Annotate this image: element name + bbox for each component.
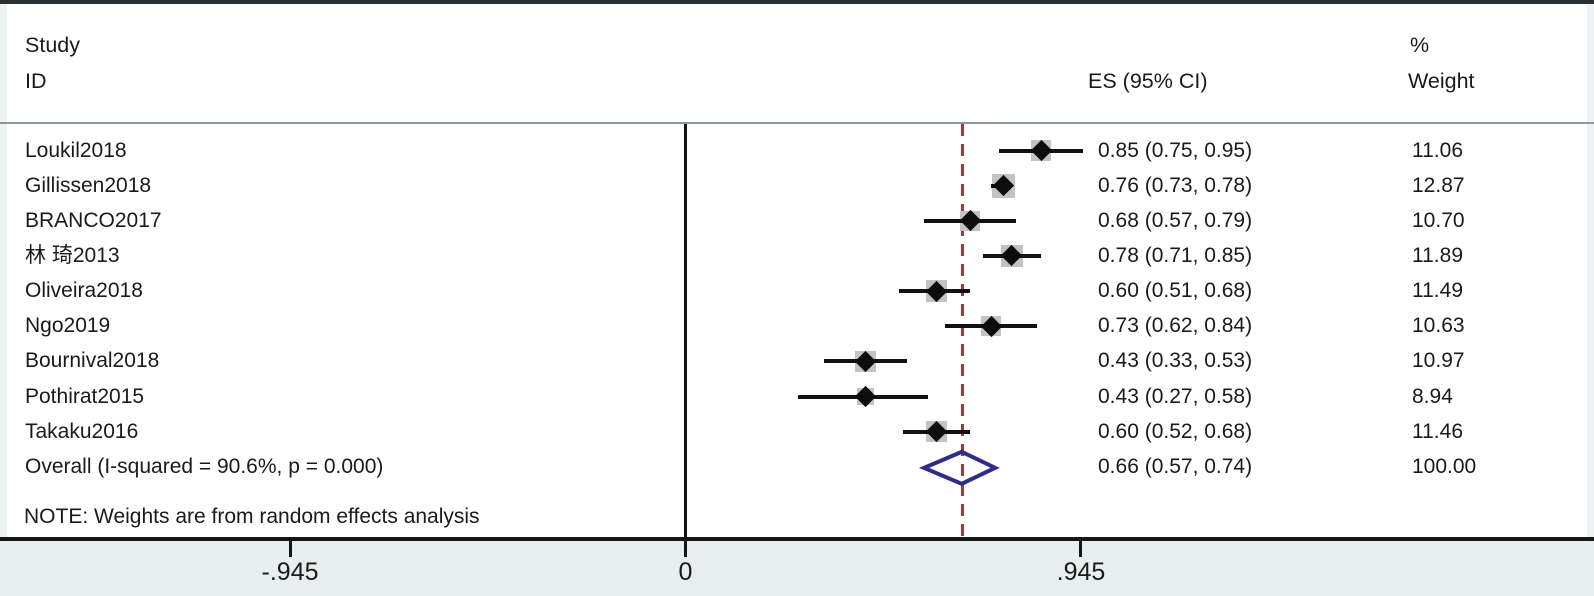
- study-id-label: BRANCO2017: [25, 208, 162, 232]
- study-id-label: Takaku2016: [25, 419, 139, 443]
- study-id-label: Loukil2018: [25, 138, 127, 162]
- overall-es-value: 0.66 (0.57, 0.74): [1098, 454, 1253, 478]
- weight-value: 8.94: [1412, 384, 1453, 408]
- es-ci-value: 0.85 (0.75, 0.95): [1098, 138, 1253, 162]
- axis-band: [0, 541, 1594, 596]
- axis-tick-label: 0: [678, 558, 693, 586]
- weight-value: 10.70: [1412, 208, 1465, 232]
- study-id-label: Bournival2018: [25, 349, 160, 373]
- study-id-label: Ngo2019: [25, 314, 111, 338]
- weight-value: 12.87: [1412, 173, 1465, 197]
- weight-value: 11.89: [1412, 243, 1463, 267]
- header-divider-line: [0, 122, 1594, 124]
- es-ci-value: 0.68 (0.57, 0.79): [1098, 208, 1253, 232]
- weights-note: NOTE: Weights are from random effects an…: [24, 505, 480, 528]
- study-col-header-line1: Study: [25, 33, 80, 57]
- study-col-header-line2: ID: [25, 69, 47, 93]
- weight-value: 11.46: [1412, 419, 1463, 443]
- study-id-label: 林 琦2013: [25, 243, 120, 267]
- weight-col-header-line1: %: [1410, 33, 1430, 57]
- es-ci-value: 0.73 (0.62, 0.84): [1098, 314, 1253, 338]
- axis-tick-label: .945: [1056, 558, 1106, 586]
- es-col-header: ES (95% CI): [1088, 69, 1208, 93]
- study-id-label: Oliveira2018: [25, 279, 143, 303]
- axis-tick: [684, 541, 687, 557]
- study-id-label: Pothirat2015: [25, 384, 145, 408]
- weight-value: 10.97: [1412, 349, 1465, 373]
- figure-left-margin: [0, 4, 7, 537]
- weight-value: 10.63: [1412, 314, 1465, 338]
- es-ci-value: 0.60 (0.52, 0.68): [1098, 419, 1253, 443]
- es-ci-value: 0.43 (0.33, 0.53): [1098, 349, 1253, 373]
- overall-label: Overall (I-squared = 90.6%, p = 0.000): [25, 454, 384, 478]
- figure-top-border: [0, 0, 1594, 4]
- axis-tick-label: -.945: [261, 558, 319, 586]
- overall-weight: 100.00: [1412, 454, 1477, 478]
- es-ci-value: 0.78 (0.71, 0.85): [1098, 243, 1253, 267]
- weight-value: 11.06: [1412, 138, 1463, 162]
- null-effect-line: [684, 124, 687, 537]
- overall-effect-dashed-line: [961, 124, 964, 537]
- es-ci-value: 0.76 (0.73, 0.78): [1098, 173, 1253, 197]
- es-ci-value: 0.60 (0.51, 0.68): [1098, 279, 1253, 303]
- weight-col-header-line2: Weight: [1408, 69, 1475, 93]
- figure-right-margin: [1587, 4, 1594, 537]
- es-ci-value: 0.43 (0.27, 0.58): [1098, 384, 1253, 408]
- weight-value: 11.49: [1412, 279, 1463, 303]
- axis-tick: [288, 541, 292, 557]
- x-axis-line: [0, 537, 1594, 541]
- axis-tick: [1079, 541, 1083, 557]
- study-id-label: Gillissen2018: [25, 173, 152, 197]
